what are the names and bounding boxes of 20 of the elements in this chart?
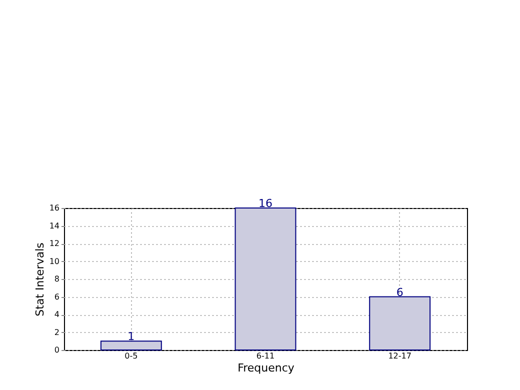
y-tick-label: 16 (49, 204, 60, 212)
y-tick-label: 2 (54, 328, 60, 337)
data-label: 6 (396, 286, 404, 299)
bar (234, 208, 296, 350)
y-tick-label: 14 (49, 221, 60, 230)
x-axis-title: Frequency (238, 362, 295, 374)
x-tick-label: 6-11 (256, 352, 275, 360)
y-tick-label: 12 (49, 239, 60, 248)
data-label: 16 (258, 197, 272, 210)
bar (369, 296, 431, 350)
bar (100, 340, 162, 350)
x-tick-label: 12-17 (388, 352, 412, 360)
data-label: 1 (128, 330, 135, 344)
y-tick-label: 8 (54, 274, 60, 284)
y-tick-label: 0 (54, 346, 60, 354)
y-tick-label: 4 (54, 310, 60, 319)
y-axis-title: Stat Intervals (33, 242, 46, 316)
y-tick-label: 10 (49, 256, 60, 266)
x-tick-label: 0-5 (124, 352, 138, 360)
y-tick-label: 6 (54, 292, 60, 302)
